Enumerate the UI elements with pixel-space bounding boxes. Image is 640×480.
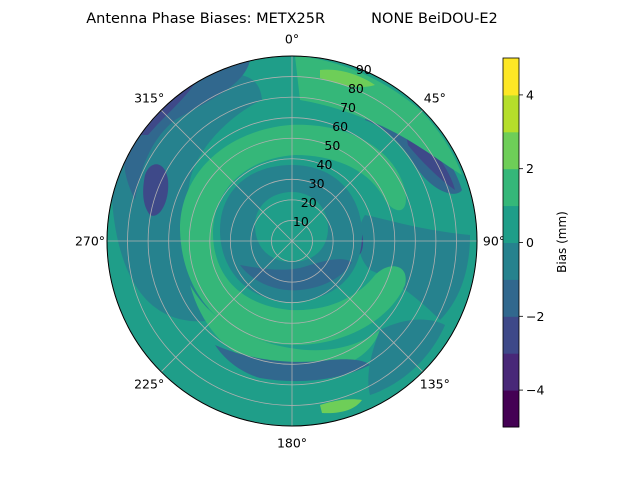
- colorbar-tick-label: −2: [526, 309, 544, 324]
- azimuth-tick-label: 90°: [483, 234, 505, 249]
- radial-tick-label: 20: [301, 195, 317, 210]
- polar-plot-area: 10 20 30 40 50 60 70 80 90 0° 45° 90° 135° 180° 225° 2…: [75, 32, 505, 451]
- contour-region-south-band: [215, 345, 370, 382]
- radial-tick-label: 90: [356, 62, 372, 77]
- colorbar-swatch: [503, 168, 519, 207]
- colorbar-tick-label: 4: [526, 87, 534, 102]
- azimuth-tick-label: 270°: [75, 234, 105, 249]
- colorbar-label: Bias (mm): [555, 211, 569, 273]
- polar-frame: [106, 55, 478, 427]
- angular-gridline: [291, 240, 424, 373]
- colorbar-swatch: [503, 353, 519, 391]
- contour-region-center: [255, 192, 328, 262]
- colorbar-swatch: [503, 279, 519, 317]
- contour-region-se-teal: [368, 319, 445, 395]
- contour-region-top-light: [320, 69, 375, 88]
- colorbar-swatch: [503, 390, 519, 428]
- radial-tick-label: 60: [332, 119, 348, 134]
- radial-tick-labels: 10 20 30 40 50 60 70 80 90: [293, 62, 372, 229]
- radial-tick-label: 40: [317, 157, 333, 172]
- colorbar-swatch: [503, 94, 519, 133]
- angular-gridline: [160, 240, 293, 373]
- azimuth-tick-label: 225°: [134, 376, 164, 391]
- contour-region-sw-green: [190, 285, 380, 373]
- colorbar-swatch: [503, 58, 519, 96]
- radial-tick-label: 30: [309, 176, 325, 191]
- colorbar-tick-label: −4: [526, 383, 544, 398]
- contour-region-nw-dark: [124, 60, 250, 200]
- angular-gridline: [291, 109, 424, 242]
- colorbar-swatch: [503, 316, 519, 354]
- angular-gridline: [160, 109, 293, 242]
- contour-region-bottom-light: [320, 399, 362, 414]
- azimuth-tick-label: 135°: [420, 376, 450, 391]
- colorbar-swatch: [503, 205, 519, 243]
- azimuth-tick-label: 315°: [134, 91, 164, 106]
- colorbar-swatch: [503, 242, 519, 280]
- azimuth-tick-label: 45°: [424, 91, 446, 106]
- contour-region-ring-green: [180, 124, 406, 345]
- azimuth-tick-label: 180°: [277, 436, 307, 451]
- angular-gridlines: [107, 56, 477, 426]
- radial-tick-label: 50: [324, 138, 340, 153]
- colorbar-tick-label: 0: [526, 235, 534, 250]
- colorbar-swatches: [503, 58, 519, 428]
- radial-tick-label: 10: [293, 214, 309, 229]
- chart-title: Antenna Phase Biases: METX25R NONE BeiDO…: [86, 11, 498, 27]
- contour-region-west-blob: [143, 164, 169, 216]
- colorbar-swatch: [503, 131, 519, 170]
- contour-fills: [112, 56, 470, 414]
- radial-tick-label: 80: [348, 81, 364, 96]
- azimuth-tick-labels: 0° 45° 90° 135° 180° 225° 270° 315°: [75, 32, 505, 451]
- radial-tick-label: 70: [340, 100, 356, 115]
- colorbar-tick-label: 2: [526, 161, 534, 176]
- contour-region-top-green: [295, 56, 462, 175]
- azimuth-tick-label: 0°: [285, 32, 299, 47]
- colorbar: −4 −2 0 2 4 Bias (mm): [502, 57, 569, 428]
- colorbar-ticks: −4 −2 0 2 4: [519, 87, 544, 398]
